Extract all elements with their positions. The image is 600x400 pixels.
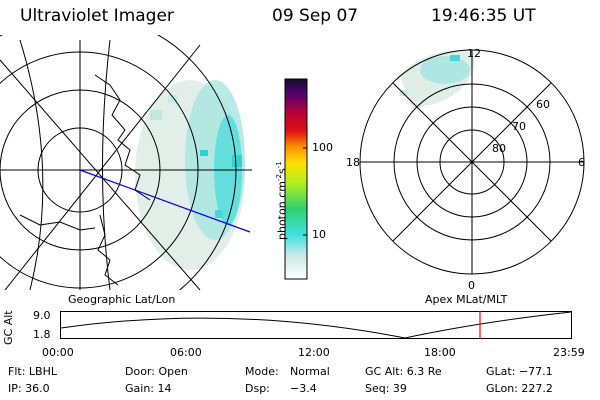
door-info: Door: Open (125, 365, 188, 378)
alt-ytick-1-8: 1.8 (33, 328, 51, 341)
aurora-emission-polar (400, 50, 475, 106)
gc-altitude-info: GC Alt: 6.3 Re (365, 365, 442, 378)
aurora-emission-region (135, 80, 245, 270)
colorbar-tick-10: 10 (312, 228, 326, 241)
app-title: Ultraviolet Imager (20, 6, 174, 26)
magnetic-polar-map (359, 49, 585, 275)
glat-info: GLat: −77.1 (486, 365, 553, 378)
mlt-label-18: 18 (346, 156, 360, 169)
filter-info: Flt: LBHL (8, 365, 57, 378)
mlt-label-0: 0 (468, 279, 475, 292)
glon-info: GLon: 227.2 (486, 382, 553, 395)
mlat-label-80: 80 (492, 142, 506, 155)
mode-value: Normal (290, 365, 330, 378)
altitude-plot (60, 311, 572, 339)
gain-info: Gain: 14 (125, 382, 172, 395)
dsp-label: Dsp: (245, 382, 270, 395)
time-label: 19:46:35 UT (431, 6, 536, 26)
mlat-label-60: 60 (536, 98, 550, 111)
alt-xtick-1200: 12:00 (298, 346, 330, 359)
mlt-label-12: 12 (467, 47, 481, 60)
colorbar-tick-100: 100 (312, 141, 333, 154)
alt-xtick-1800: 18:00 (424, 346, 456, 359)
geographic-map (0, 35, 252, 290)
alt-xtick-2359: 23:59 (553, 346, 585, 359)
date-label: 09 Sep 07 (272, 6, 359, 26)
left-map-caption: Geographic Lat/Lon (68, 293, 176, 306)
right-map-caption: Apex MLat/MLT (425, 293, 508, 306)
alt-xtick-0000: 00:00 (42, 346, 74, 359)
sun-direction-line (79, 169, 251, 233)
mlat-label-70: 70 (512, 120, 526, 133)
ip-info: IP: 36.0 (8, 382, 50, 395)
altitude-ylabel: GC Alt (2, 310, 15, 345)
mode-label: Mode: (245, 365, 279, 378)
mlt-label-6: 6 (578, 156, 585, 169)
alt-ytick-9: 9.0 (33, 309, 51, 322)
colorbar-label: photon cm-2s-1 (275, 161, 289, 240)
alt-xtick-0600: 06:00 (170, 346, 202, 359)
dsp-value: −3.4 (290, 382, 317, 395)
sequence-info: Seq: 39 (365, 382, 407, 395)
color-scale-bar (284, 78, 308, 280)
